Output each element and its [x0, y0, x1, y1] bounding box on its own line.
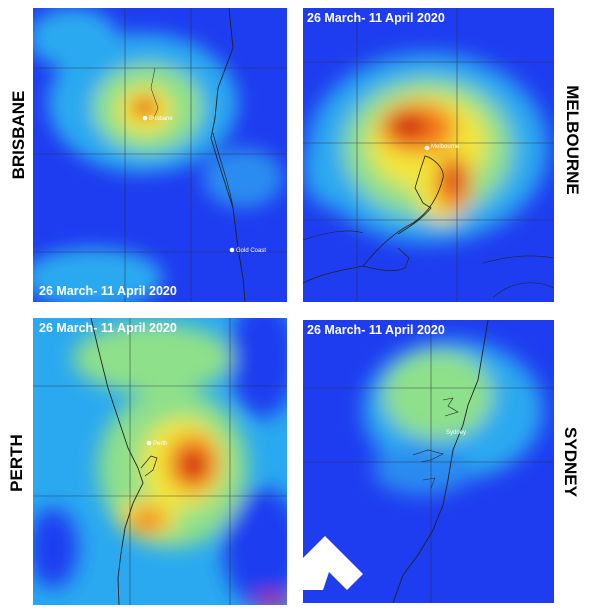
city-label-sydney: SYDNEY — [561, 427, 580, 497]
marker-label-sydney: Sydney — [446, 430, 466, 436]
perth-marker — [146, 440, 152, 446]
city-label-perth: PERTH — [7, 434, 26, 492]
heatmap-panel-sydney: Sydney 26 March- 11 April 2020 — [303, 320, 554, 603]
heatmap-melbourne: Melbourne — [303, 8, 554, 302]
date-label-perth: 26 March- 11 April 2020 — [39, 321, 177, 335]
melbourne-marker — [424, 145, 430, 151]
marker-label-brisbane: Brisbane — [149, 116, 173, 122]
date-label-sydney: 26 March- 11 April 2020 — [307, 323, 445, 337]
heatmap-sydney: Sydney — [303, 320, 554, 603]
gold-coast-marker — [229, 247, 235, 253]
marker-label-perth: Perth — [153, 441, 167, 447]
white-shape — [303, 536, 363, 590]
heatmap-panel-melbourne: Melbourne 26 March- 11 April 2020 — [303, 8, 554, 302]
heatmap-panel-brisbane: Brisbane Gold Coast 26 March- 11 April 2… — [33, 8, 287, 302]
date-label-brisbane: 26 March- 11 April 2020 — [39, 284, 177, 298]
coastline — [90, 318, 144, 605]
date-label-melbourne: 26 March- 11 April 2020 — [307, 11, 445, 25]
marker-label-gold-coast: Gold Coast — [236, 248, 266, 254]
brisbane-marker — [142, 115, 148, 121]
coastline — [210, 8, 246, 302]
grid-lines — [33, 318, 287, 605]
heatmap-perth: Perth — [33, 318, 287, 605]
heatmap-brisbane: Brisbane Gold Coast — [33, 8, 287, 302]
city-label-brisbane: BRISBANE — [9, 90, 28, 180]
grid-lines — [303, 8, 554, 302]
city-label-melbourne: MELBOURNE — [563, 85, 582, 195]
grid-lines — [303, 320, 554, 603]
heatmap-panel-perth: Perth 26 March- 11 April 2020 — [33, 318, 287, 605]
grid-lines — [33, 8, 287, 302]
coastline — [303, 155, 444, 284]
marker-label-melbourne: Melbourne — [431, 144, 460, 150]
coastline — [392, 320, 489, 603]
